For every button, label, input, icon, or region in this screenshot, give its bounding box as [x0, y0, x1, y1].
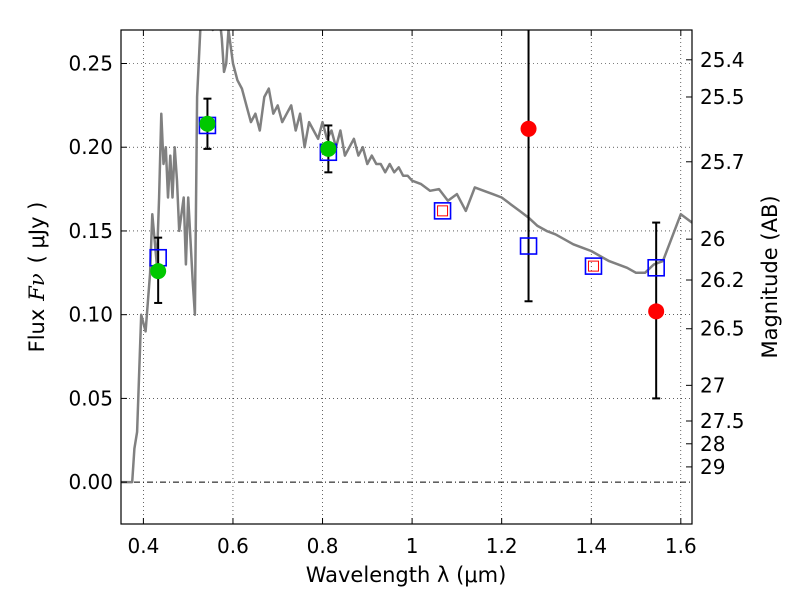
- data-point-detections: [320, 140, 337, 157]
- x-axis-title: Wavelength λ (μm): [306, 563, 507, 587]
- data-point-detections: [150, 263, 167, 280]
- y-tick-label: 0.15: [68, 219, 113, 243]
- y-tick-label: 0.20: [68, 135, 113, 159]
- y-tick-label: 0.25: [68, 51, 113, 75]
- y-tick-label: 0.10: [68, 303, 113, 327]
- right-axis-title: Magnitude (AB): [758, 195, 782, 358]
- x-tick-label: 0.4: [127, 534, 159, 558]
- right-tick-label: 27.5: [700, 409, 745, 433]
- y-axis: 0.00 0.05 0.10 0.15 0.20 0.25: [68, 51, 127, 494]
- x-axis: 0.4 0.6 0.8 1 1.2 1.4 1.6: [127, 30, 697, 558]
- sed-model-line: [121, 30, 692, 484]
- right-tick-label: 25.5: [700, 85, 745, 109]
- x-tick-label: 0.6: [217, 534, 249, 558]
- y-axis-title: Flux Fν ( μJy ): [25, 202, 49, 353]
- y-tick-label: 0.00: [68, 470, 113, 494]
- right-tick-label: 25.4: [700, 48, 745, 72]
- y-axis-title-prefix: Flux: [25, 309, 49, 353]
- data-point-upper-detections: [520, 120, 537, 137]
- x-tick-label: 1.6: [665, 534, 697, 558]
- x-tick-label: 1.4: [575, 534, 607, 558]
- plot-background: [121, 30, 692, 524]
- right-tick-label: 26: [700, 227, 725, 251]
- data-point-model-photometry: [647, 258, 665, 277]
- data-point-upper-detections: [648, 303, 665, 320]
- data-point-model-photometry: [433, 202, 452, 220]
- right-tick-label: 26.2: [700, 268, 745, 292]
- right-tick-label: 29: [700, 455, 725, 479]
- data-point-small-model-markers: [437, 205, 449, 217]
- right-tick-label: 25.7: [700, 150, 745, 174]
- data-point-model-photometry: [584, 257, 603, 275]
- y-tick-label: 0.05: [68, 386, 113, 410]
- right-tick-label: 26.5: [700, 317, 745, 341]
- plot-area: [121, 30, 692, 484]
- data-point-detections: [199, 115, 216, 132]
- right-tick-label: 27: [700, 373, 725, 397]
- plot-frame: [120, 29, 693, 525]
- y-axis-title-symbol: Fν: [25, 273, 49, 302]
- x-tick-label: 1: [406, 534, 419, 558]
- x-tick-label: 1.2: [486, 534, 518, 558]
- data-point-small-model-markers: [587, 260, 599, 272]
- right-tick-label: 28: [700, 432, 725, 456]
- data-point-model-photometry: [519, 237, 538, 255]
- y-axis-title-unit: ( μJy ): [25, 202, 49, 264]
- x-tick-label: 0.8: [307, 534, 339, 558]
